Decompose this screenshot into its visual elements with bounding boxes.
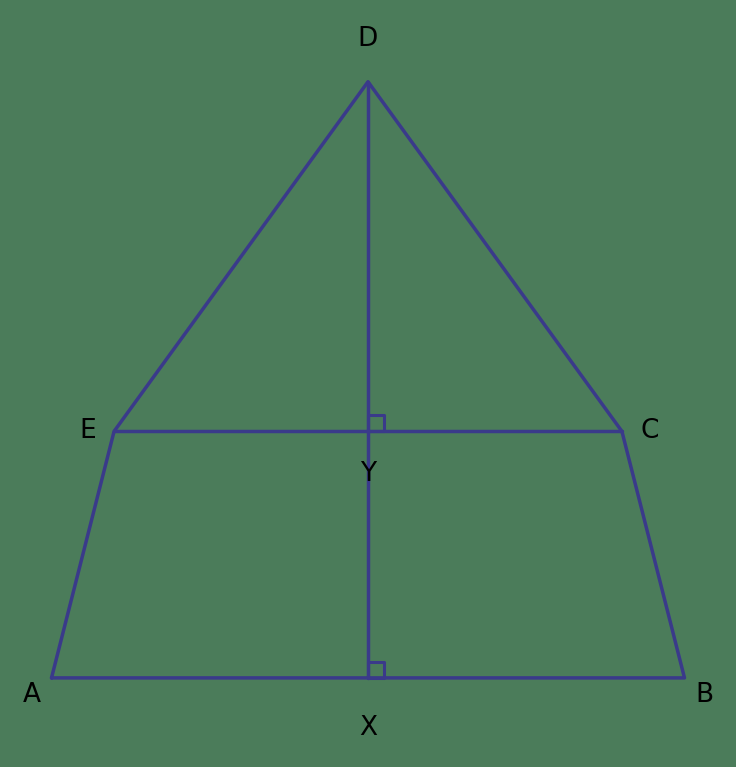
Text: C: C (640, 418, 659, 444)
Text: E: E (79, 418, 96, 444)
Text: D: D (358, 26, 378, 52)
Text: B: B (696, 682, 714, 708)
Text: Y: Y (360, 461, 376, 487)
Text: A: A (23, 682, 40, 708)
Text: X: X (359, 715, 377, 741)
